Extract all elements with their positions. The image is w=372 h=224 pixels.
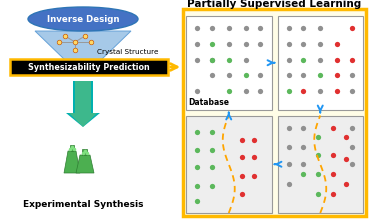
Text: Inverse Design: Inverse Design: [47, 15, 119, 24]
Bar: [70, 145, 74, 151]
Polygon shape: [35, 31, 131, 60]
FancyBboxPatch shape: [186, 116, 272, 213]
FancyBboxPatch shape: [10, 59, 168, 75]
FancyArrow shape: [69, 81, 97, 127]
Polygon shape: [64, 151, 80, 173]
FancyBboxPatch shape: [278, 116, 363, 213]
FancyBboxPatch shape: [186, 16, 272, 110]
FancyArrow shape: [66, 81, 100, 127]
Text: Partially Supervised Learning: Partially Supervised Learning: [187, 0, 361, 9]
FancyBboxPatch shape: [278, 16, 363, 110]
Bar: [82, 149, 87, 155]
Text: Experimental Synthesis: Experimental Synthesis: [23, 200, 143, 209]
FancyBboxPatch shape: [183, 9, 366, 216]
Text: Synthesizability Prediction: Synthesizability Prediction: [28, 62, 150, 71]
Polygon shape: [76, 155, 94, 173]
Text: Crystal Structure: Crystal Structure: [97, 49, 158, 55]
Text: Database: Database: [188, 97, 229, 106]
Ellipse shape: [28, 7, 138, 31]
